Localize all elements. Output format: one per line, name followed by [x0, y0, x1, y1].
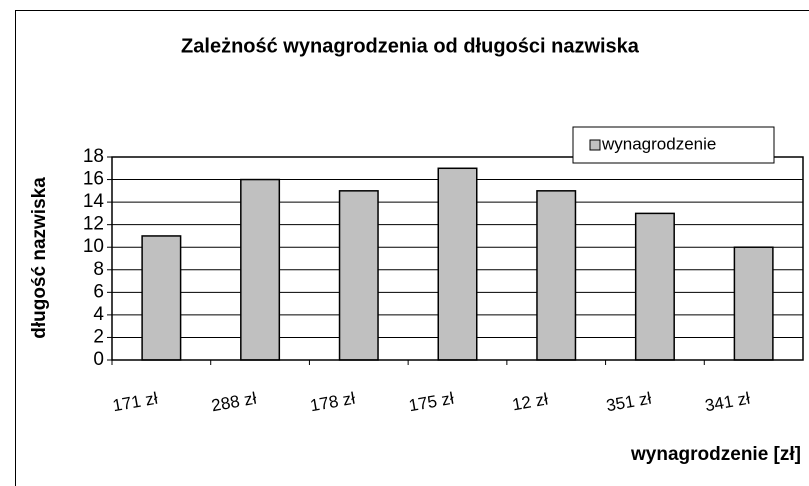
y-tick-label: 16 [83, 169, 104, 190]
bar [240, 178, 281, 361]
y-tick-label: 12 [83, 214, 104, 235]
bar [338, 190, 379, 361]
bar [536, 190, 577, 361]
legend-swatch [589, 139, 601, 151]
y-tick-label: 14 [83, 191, 105, 212]
bar [141, 235, 182, 361]
y-tick-label: 10 [83, 236, 104, 257]
y-tick-label: 18 [83, 146, 104, 167]
y-tick-label: 0 [93, 349, 104, 370]
y-tick-label: 2 [93, 326, 104, 347]
y-tick-label: 4 [93, 304, 104, 325]
bar [634, 212, 675, 361]
legend-label: wynagrodzenie [601, 134, 716, 153]
y-tick-label: 8 [93, 259, 104, 280]
legend-box [572, 126, 775, 164]
bar [437, 167, 478, 361]
x-axis-label: wynagrodzenie [zł] [630, 444, 801, 465]
plot-border [111, 156, 804, 361]
bar [733, 246, 774, 361]
chart-title: Zależność wynagrodzenia od długości nazw… [181, 35, 640, 57]
y-tick-label: 6 [93, 281, 104, 302]
y-axis-label: długość nazwiska [29, 177, 50, 339]
